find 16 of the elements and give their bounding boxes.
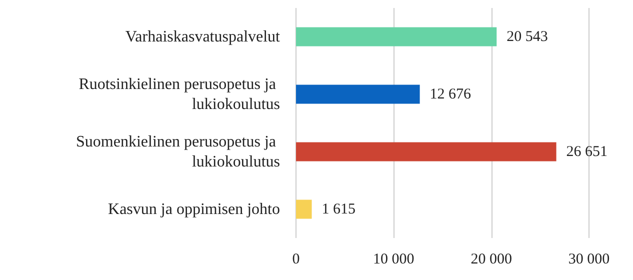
bar — [296, 200, 312, 219]
x-tick-label: 0 — [292, 252, 300, 268]
data-label: 1 615 — [322, 201, 356, 218]
y-tick-label: Suomenkielinen perusopetus ja lukiokoulutus — [76, 133, 280, 170]
x-tick-label: 10 000 — [373, 252, 414, 268]
data-label: 26 651 — [566, 144, 608, 160]
y-tick-label: Varhaiskasvatuspalvelut — [125, 28, 281, 46]
y-tick-label: Ruotsinkielinen perusopetus ja lukiokoulutus — [78, 76, 280, 113]
data-label: 20 543 — [506, 28, 548, 45]
y-tick-label: Kasvun ja oppimisen johto — [108, 200, 280, 218]
bar — [296, 142, 556, 162]
bar — [296, 27, 497, 46]
bar — [296, 84, 420, 104]
x-tick-label: 30 000 — [568, 252, 610, 268]
data-label: 12 676 — [430, 86, 472, 102]
x-tick-label: 20 000 — [470, 252, 512, 268]
